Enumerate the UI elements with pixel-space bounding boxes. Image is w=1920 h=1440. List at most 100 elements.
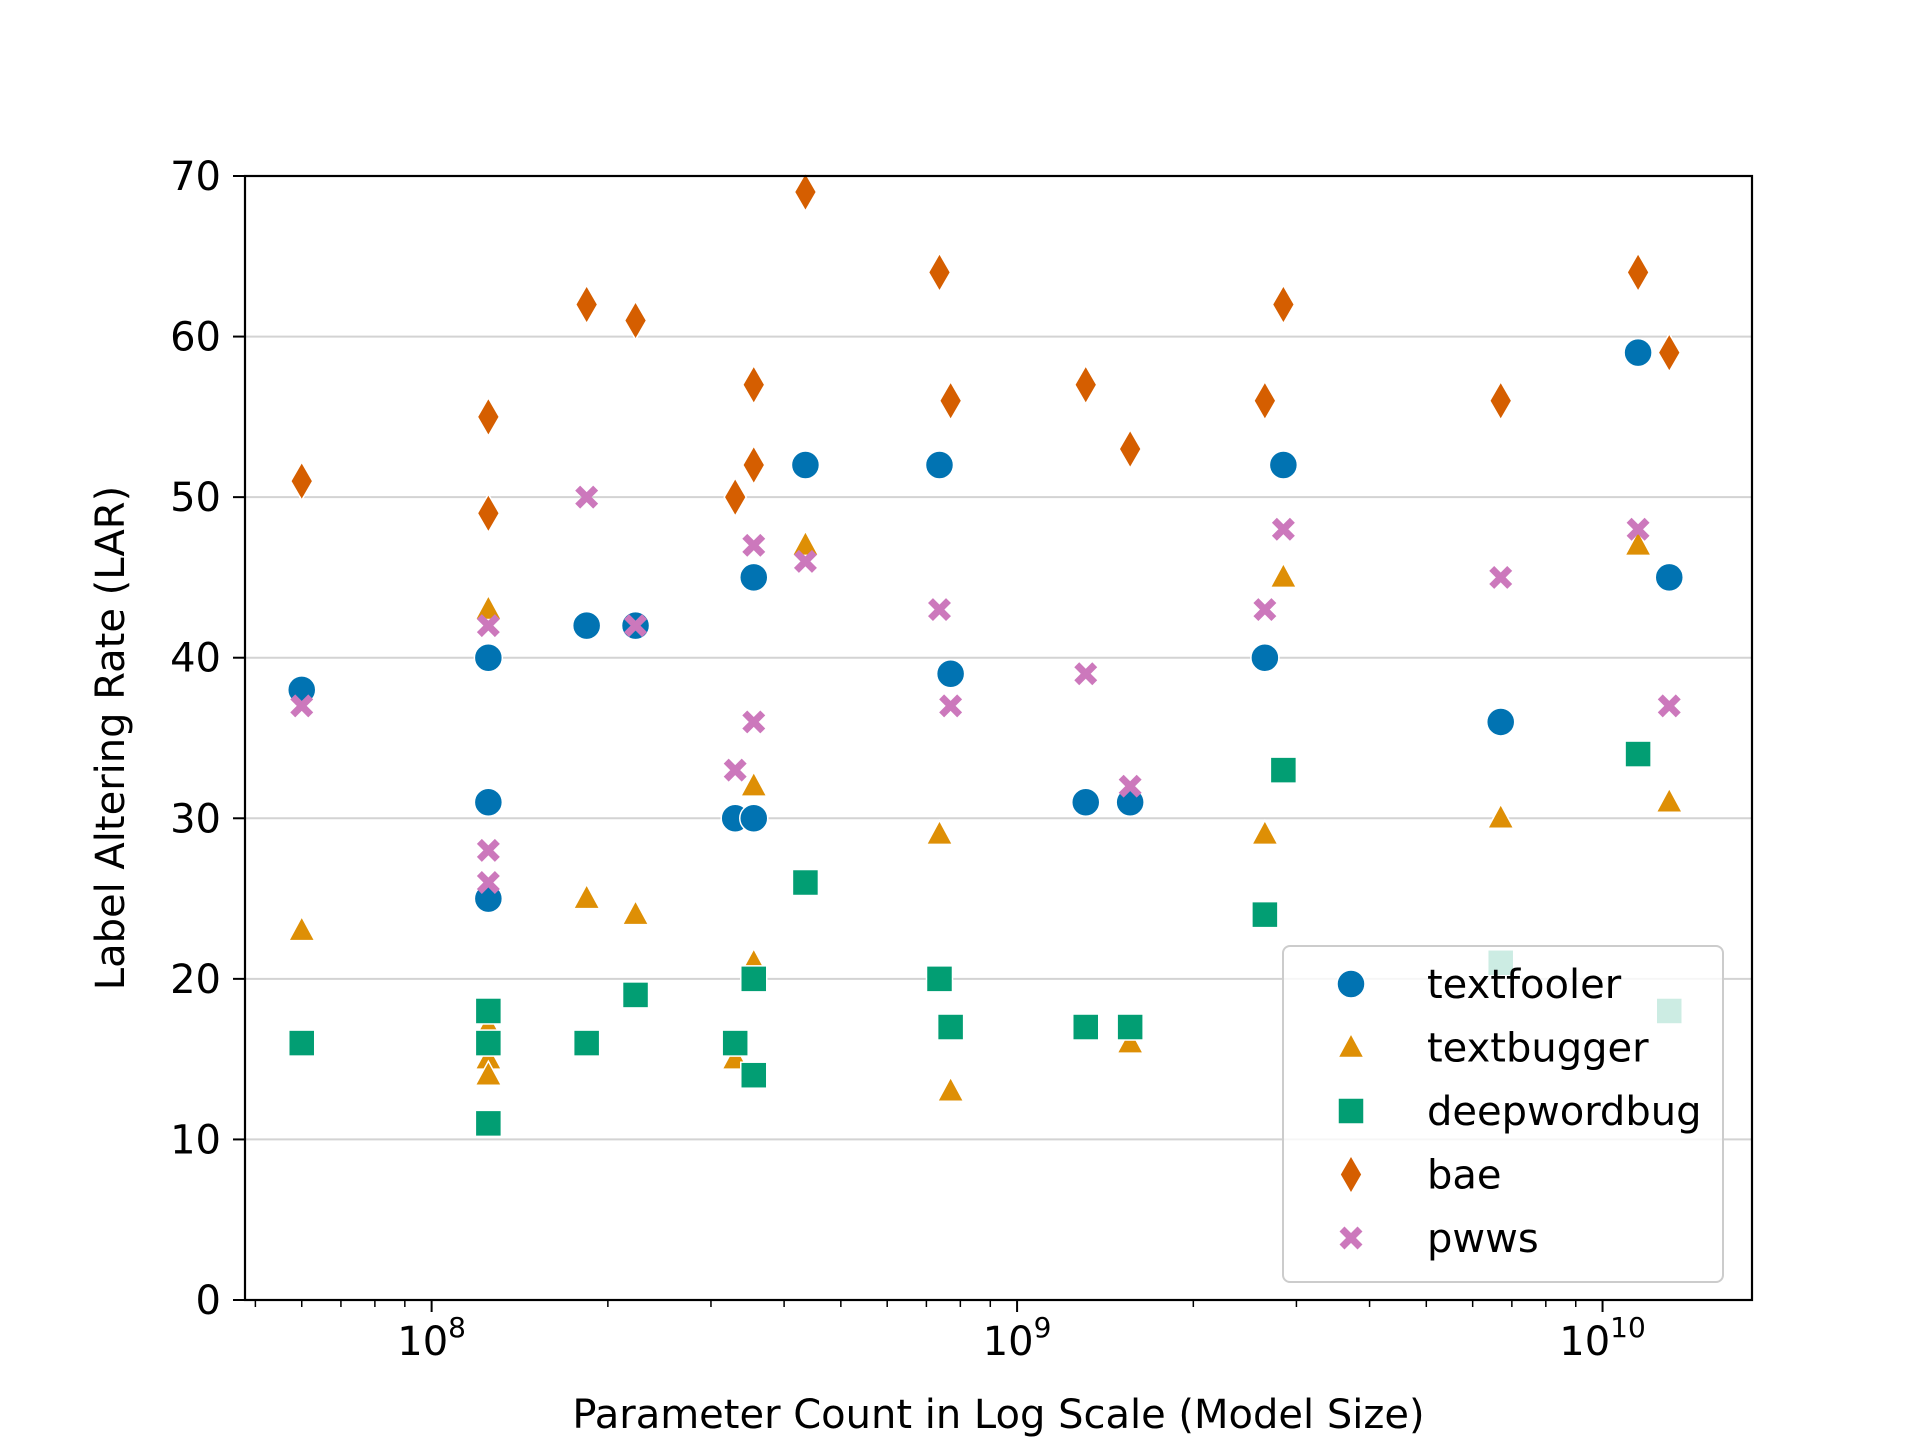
bae-point [741,444,766,486]
plot-frame [243,174,1754,1302]
textbugger-point [791,529,820,557]
bae-point [1271,283,1296,325]
x-stroke [476,871,500,894]
bae-point [1253,380,1277,422]
legend: textfooler textbugger deepwordbug bae pwws [1282,945,1724,1283]
series-bae [289,171,1682,534]
legend-marker-bae [1339,1154,1363,1195]
pwws-point [1626,517,1650,541]
x-stroke [1253,598,1277,622]
legend-marker-deepwordbug [1337,1097,1365,1125]
series-pwws [290,485,1681,894]
textbugger-point [936,1075,965,1103]
x-stroke [1118,774,1142,798]
textbugger-point [1486,802,1515,830]
legend-label: bae [1427,1153,1502,1199]
deepwordbug-point [740,965,768,993]
pwws-point [742,533,766,557]
textfooler-point [1485,707,1516,737]
pwws-point [624,614,648,638]
x-stroke [1339,1226,1363,1250]
pwws-point [723,758,747,782]
pwws-point [1271,517,1295,541]
textbugger-point [572,882,601,910]
bae-point [938,380,963,422]
deepwordbug-point [1251,900,1279,929]
pwws-point [1253,598,1277,622]
deepwordbug-point [1116,1013,1144,1041]
textbugger-point [474,1059,503,1086]
textbugger-point [1654,786,1684,813]
y-tick-label: 40 [170,636,221,682]
deepwordbug-point [474,997,503,1025]
y-tick-label: 70 [170,154,221,200]
pwws-point [476,614,500,638]
pwws-point [1657,694,1681,718]
textbugger-point [1623,529,1653,557]
bae-point [1073,364,1098,406]
legend-box [1282,945,1724,1283]
legend-label: deepwordbug [1427,1089,1701,1135]
x-stroke [476,614,500,638]
x-stroke [476,838,500,862]
data-points [286,171,1685,1138]
textbugger-point [1250,818,1280,846]
textfooler-point [739,562,769,593]
deepwordbug-point [572,1029,601,1057]
bae-point [1488,380,1513,422]
x-stroke [742,533,766,557]
pwws-point [476,838,500,862]
bae-point [927,251,952,293]
deepwordbug-point [936,1013,965,1041]
pwws-point [928,598,951,622]
textbugger-point [287,915,316,942]
legend-marker-textfooler [1336,969,1366,999]
textbugger-point [1269,561,1298,589]
x-axis-label: Parameter Count in Log Scale (Model Size… [572,1392,1424,1438]
textfooler-point [924,450,955,480]
pwws-point [575,485,599,509]
x-tick-label: 109 [983,1311,1052,1365]
pwws-point [1074,662,1098,686]
textfooler-point [1070,787,1101,817]
y-axis-label: Label Altering Rate (LAR) [88,486,134,990]
textfooler-point [473,642,504,673]
y-tick-label: 50 [170,475,221,521]
textfooler-point [1250,642,1280,673]
x-stroke [575,485,599,509]
bae-point [476,396,501,438]
y-tick-label: 30 [170,796,221,842]
y-tick-label: 0 [196,1278,221,1324]
x-stroke [793,549,817,573]
textfooler-point [1654,562,1685,593]
deepwordbug-point [721,1029,749,1057]
textfooler-point [935,659,966,689]
textfooler-point [473,787,504,817]
pwws-point [1118,774,1142,798]
bae-point [1657,332,1682,374]
deepwordbug-point [1071,1013,1100,1041]
deepwordbug-point [791,868,820,897]
pwws-point [290,694,314,718]
textbugger-point [474,593,503,621]
y-axis-ticks: 0 10 20 30 40 50 60 70 [170,154,245,1324]
pwws-point [939,694,963,718]
x-stroke [1074,662,1098,686]
pwws-point [476,871,500,894]
pwws-point [742,710,766,734]
textbugger-point [1115,1027,1145,1054]
deepwordbug-point [925,965,954,993]
y-tick-label: 10 [170,1117,221,1163]
textfooler-point [1268,450,1299,480]
deepwordbug-point [621,981,650,1009]
bae-point [741,364,766,406]
y-tick-label: 20 [170,957,221,1003]
legend-label: textbugger [1427,1026,1649,1072]
bae-point [793,171,818,213]
legend-marker-textbugger [1336,1031,1366,1059]
deepwordbug-point [287,1029,316,1057]
deepwordbug-point [740,1061,768,1089]
bae-point [723,476,748,518]
x-stroke [723,758,747,782]
x-stroke [939,694,963,718]
